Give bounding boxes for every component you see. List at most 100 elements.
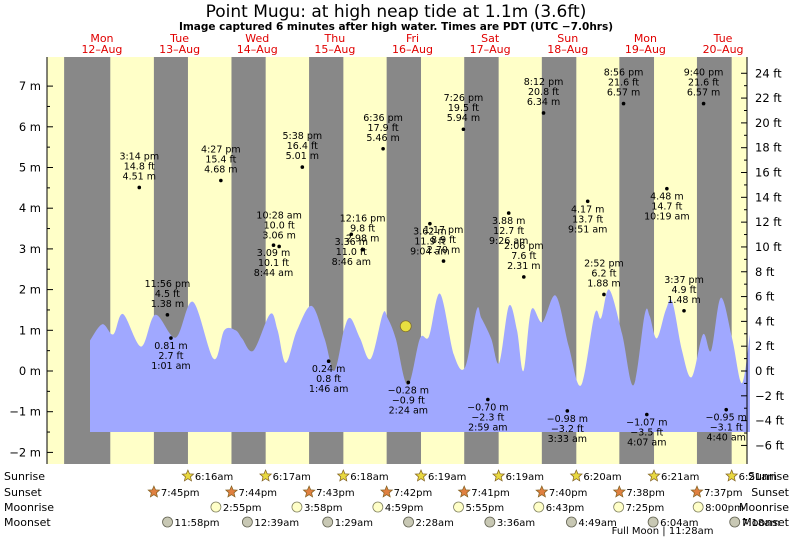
- sunset-icon: [380, 485, 394, 498]
- y-tick-label: 5 m: [19, 161, 41, 175]
- sunrise-time: 6:17am: [273, 472, 311, 483]
- tide-label: 3:37 pm4.9 ft1.48 m: [664, 275, 704, 306]
- day-date-label: 20–Aug: [703, 43, 744, 56]
- moonrise-time: 7:25pm: [626, 503, 665, 514]
- sunset-icon: [535, 485, 549, 498]
- sunrise-icon: [259, 469, 273, 482]
- tide-extreme-point: [506, 211, 511, 215]
- tide-feet: 11.9 ft: [414, 237, 445, 248]
- tide-feet: 14.8 ft: [124, 161, 155, 172]
- moonset-time: 2:28am: [416, 518, 454, 529]
- tide-metres: 1.48 m: [667, 295, 700, 306]
- tide-feet: 9.8 ft: [350, 224, 375, 235]
- tide-time: 8:12 pm: [524, 77, 564, 88]
- sunset-time: 7:38pm: [626, 488, 665, 499]
- tide-metres: 5.46 m: [366, 133, 399, 144]
- tide-feet: 10.1 ft: [258, 258, 289, 269]
- sunset-icon: [612, 485, 626, 498]
- sunrise-icon: [725, 469, 739, 482]
- tide-time: 2:06 pm: [504, 241, 544, 252]
- day-name-label: Mon: [90, 32, 113, 45]
- tide-time: 3:33 am: [548, 434, 587, 445]
- tide-time: 2:59 am: [468, 422, 507, 433]
- y-tick-label: 4 m: [19, 201, 41, 215]
- tide-extreme-point: [522, 275, 526, 279]
- sunrise-icon: [336, 469, 350, 482]
- moonrise-icon: [453, 501, 464, 513]
- tide-metres: 6.34 m: [527, 97, 560, 108]
- moonset-time: 12:39am: [254, 518, 299, 529]
- day-date-label: 19–Aug: [625, 43, 666, 56]
- y-tick-label: 6 ft: [755, 290, 775, 304]
- sunset-time: 7:37pm: [704, 488, 743, 499]
- sunset-time: 7:43pm: [316, 488, 355, 499]
- moonrise-time: 5:55pm: [466, 503, 505, 514]
- tide-time: 8:44 am: [254, 268, 293, 279]
- tide-metres: 3.36 m: [335, 237, 368, 248]
- tide-extreme-point: [360, 247, 365, 252]
- astro-row-label-left: Sunrise: [4, 470, 45, 483]
- tide-time: 2:52 pm: [584, 258, 624, 269]
- y-tick-label: 2 m: [19, 283, 41, 297]
- tide-time: 8:56 pm: [604, 68, 644, 79]
- moonrise-icon: [692, 501, 704, 513]
- tide-extreme-point: [219, 178, 223, 183]
- tide-extreme-point: [701, 101, 706, 106]
- tide-feet: 10.0 ft: [264, 220, 295, 231]
- tide-feet: 20.8 ft: [528, 87, 559, 98]
- full-moon-label: Full Moon | 11:28am: [612, 526, 714, 537]
- tide-time: 3:14 pm: [119, 151, 159, 162]
- y-tick-label: 20 ft: [755, 116, 782, 130]
- sunrise-time: 6:16am: [195, 472, 233, 483]
- tide-feet: 11.0 ft: [336, 247, 367, 258]
- tide-label: 2:52 pm6.2 ft1.88 m: [584, 258, 624, 289]
- y-tick-label: 1 m: [19, 323, 41, 337]
- tide-extreme-point: [428, 221, 432, 226]
- tide-feet: −3.5 ft: [630, 428, 663, 439]
- tide-metres: −1.07 m: [626, 418, 667, 429]
- y-tick-label: 18 ft: [755, 141, 782, 155]
- tide-time: 5:38 pm: [282, 131, 322, 142]
- y-tick-label: 8 ft: [755, 265, 775, 279]
- tide-label: 2:06 pm7.6 ft2.31 m: [504, 241, 544, 272]
- astro-row-label-right: Moonset: [742, 516, 789, 529]
- sunset-time: 7:44pm: [238, 488, 277, 499]
- tide-time: 2:24 am: [389, 405, 428, 416]
- moonset-icon: [566, 516, 577, 528]
- tide-metres: 0.24 m: [312, 364, 345, 375]
- moonset-icon: [403, 516, 414, 528]
- tide-metres: 5.01 m: [286, 151, 319, 162]
- tide-label: 12:16 pm9.8 ft2.98 m: [340, 214, 386, 245]
- sunset-icon: [224, 485, 239, 498]
- tide-extreme-point: [300, 165, 305, 169]
- y-tick-label: 7 m: [19, 79, 41, 93]
- moonset-time: 7:18am: [742, 518, 780, 529]
- day-name-label: Sun: [557, 32, 578, 45]
- y-tick-label: −2 ft: [755, 389, 784, 403]
- tide-time: 1:01 am: [151, 361, 190, 372]
- tide-feet: −3.2 ft: [551, 424, 584, 435]
- moonrise-icon: [291, 501, 303, 513]
- sunset-icon: [457, 485, 471, 498]
- tide-label: 0.24 m0.8 ft1:46 am: [309, 364, 348, 395]
- astro-row-label-right: Sunset: [751, 486, 789, 499]
- tide-metres: −0.70 m: [467, 402, 508, 413]
- y-tick-label: −6 ft: [755, 438, 784, 452]
- tide-extreme-point: [441, 259, 446, 263]
- tide-metres: 6.57 m: [687, 88, 720, 99]
- tide-label: −0.70 m−2.3 ft2:59 am: [467, 402, 508, 433]
- tide-metres: 1.38 m: [151, 299, 184, 310]
- day-labels: Mon12–AugTue13–AugWed14–AugThu15–AugFri1…: [81, 32, 743, 56]
- chart-title: Point Mugu: at high neap tide at 1.1m (3…: [206, 2, 587, 22]
- day-name-label: Mon: [634, 32, 657, 45]
- moonrise-icon: [210, 501, 222, 513]
- tide-label: 3.36 m11.0 ft8:46 am: [332, 237, 371, 268]
- y-tick-label: 22 ft: [755, 91, 782, 105]
- tide-feet: 6.2 ft: [591, 268, 616, 279]
- current-tide-marker: [399, 320, 412, 333]
- y-axis-metres: −2 m −1 m 0 m 1 m 2 m 3 m 4 m 5 m 6 m 7 m: [9, 57, 53, 464]
